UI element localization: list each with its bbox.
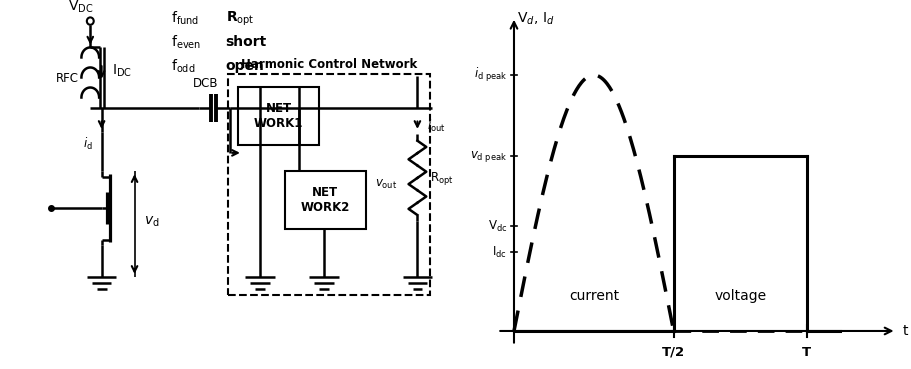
Text: I$_{\rm dc}$: I$_{\rm dc}$ xyxy=(493,245,507,260)
Bar xyxy=(238,87,319,145)
Text: V$_{\rm dc}$: V$_{\rm dc}$ xyxy=(488,219,507,234)
Text: $i_{\rm d}$: $i_{\rm d}$ xyxy=(83,136,93,152)
Text: f$_{\rm even}$: f$_{\rm even}$ xyxy=(171,34,201,51)
Bar xyxy=(284,171,366,229)
Text: R$_{\rm opt}$: R$_{\rm opt}$ xyxy=(226,9,254,28)
Text: Harmonic Control Network: Harmonic Control Network xyxy=(241,58,417,71)
Text: T/2: T/2 xyxy=(662,345,685,359)
Text: voltage: voltage xyxy=(714,289,766,303)
Text: RFC: RFC xyxy=(56,72,78,85)
Text: $i_{\rm d\ peak}$: $i_{\rm d\ peak}$ xyxy=(474,66,507,84)
Text: $i_{\rm out}$: $i_{\rm out}$ xyxy=(427,117,445,134)
Text: V$_{\rm DC}$: V$_{\rm DC}$ xyxy=(67,0,93,15)
Text: open: open xyxy=(226,59,264,73)
Text: T: T xyxy=(802,345,811,359)
Text: V$_{d}$, I$_{d}$: V$_{d}$, I$_{d}$ xyxy=(517,11,555,27)
Text: NET
WORK1: NET WORK1 xyxy=(254,102,303,130)
Text: current: current xyxy=(568,289,619,303)
Text: I$_{\rm DC}$: I$_{\rm DC}$ xyxy=(112,63,132,79)
Text: $v_{\rm d}$: $v_{\rm d}$ xyxy=(145,214,160,229)
Text: t: t xyxy=(903,324,908,338)
Text: DCB: DCB xyxy=(193,77,219,90)
Text: f$_{\rm odd}$: f$_{\rm odd}$ xyxy=(171,57,196,75)
Text: R$_{\rm opt}$: R$_{\rm opt}$ xyxy=(430,170,454,187)
Text: $v_{\rm out}$: $v_{\rm out}$ xyxy=(375,178,398,191)
Text: short: short xyxy=(226,35,267,49)
Text: f$_{\rm fund}$: f$_{\rm fund}$ xyxy=(171,10,200,27)
Text: NET
WORK2: NET WORK2 xyxy=(301,186,350,214)
Text: $v_{\rm d\ peak}$: $v_{\rm d\ peak}$ xyxy=(470,149,507,164)
